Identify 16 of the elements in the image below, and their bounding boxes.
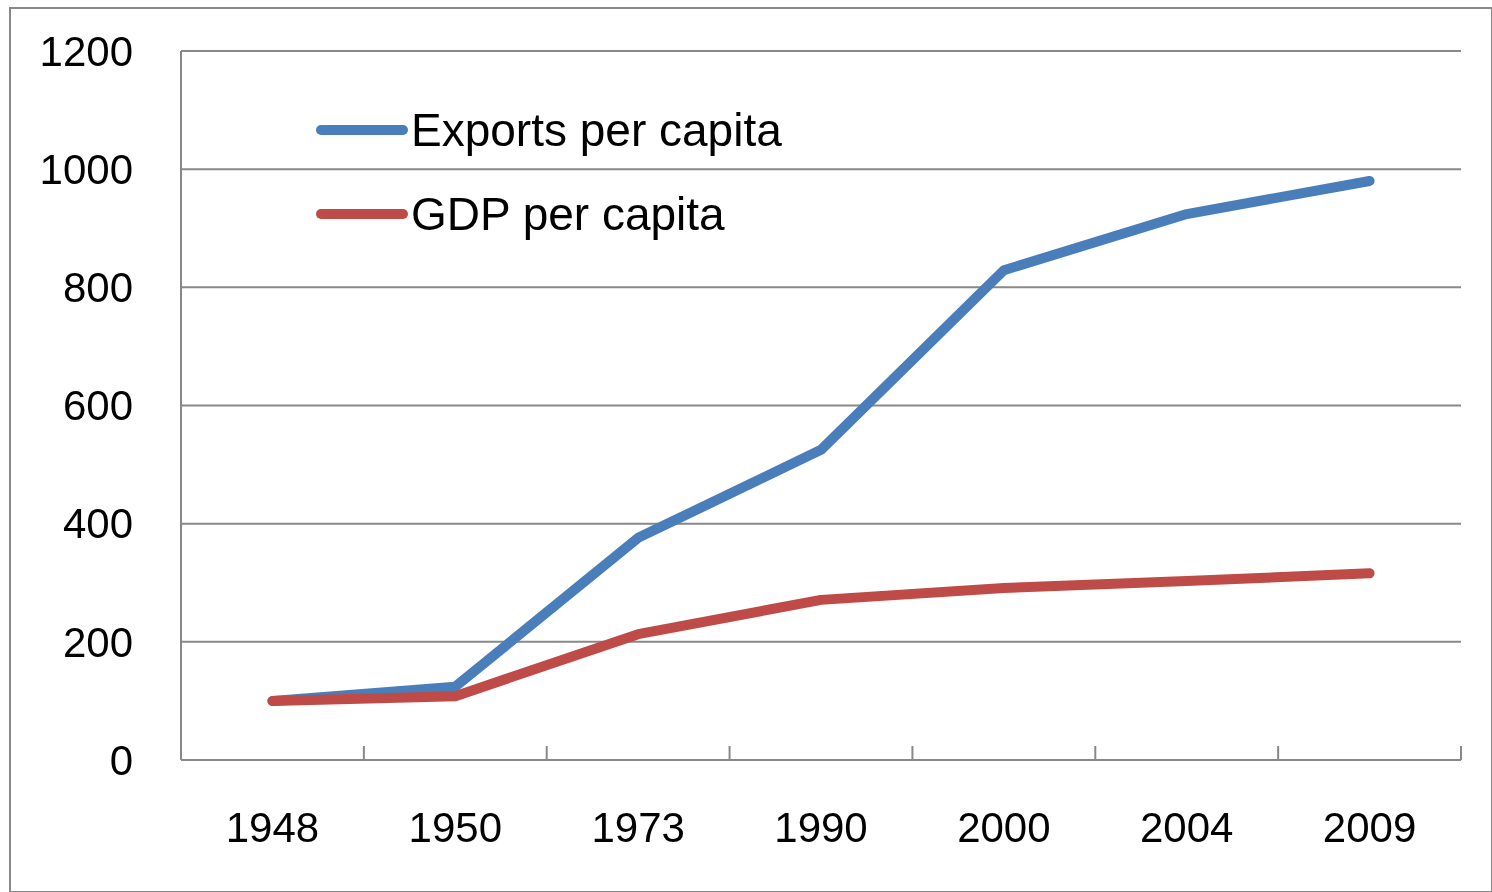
x-tick-label: 2004 [1140, 804, 1234, 851]
x-tick-label: 1948 [225, 804, 320, 851]
legend-label: GDP per capita [411, 188, 726, 241]
y-tick-label: 0 [109, 736, 133, 784]
x-tick-label: 1973 [591, 804, 685, 851]
x-tick-label: 1990 [774, 804, 868, 851]
y-tick-label: 1000 [39, 145, 133, 193]
y-tick-label: 200 [62, 618, 133, 666]
y-tick-label: 400 [62, 500, 133, 548]
legend-label: Exports per capita [411, 104, 783, 157]
x-tick-label: 2000 [957, 804, 1051, 851]
x-tick-label: 1950 [408, 804, 502, 851]
x-tick-label: 2009 [1322, 804, 1417, 851]
y-tick-label: 1200 [39, 27, 133, 75]
y-tick-label: 800 [62, 264, 133, 312]
y-tick-label: 600 [62, 382, 133, 430]
